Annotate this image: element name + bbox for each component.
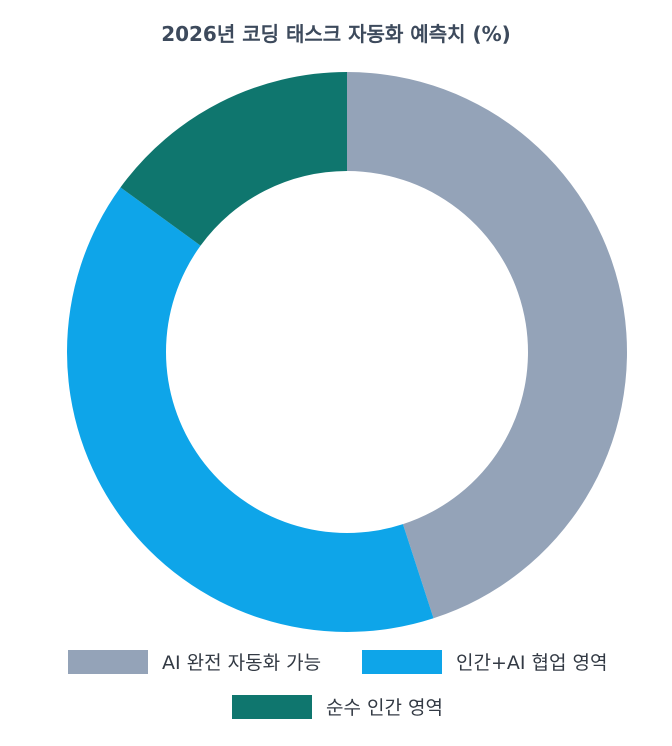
donut-slice-pure-human [120, 72, 347, 246]
donut-slice-ai-automation [347, 72, 627, 619]
legend-item-pure-human: 순수 인간 영역 [232, 693, 443, 720]
legend-label-ai-automation: AI 완전 자동화 가능 [162, 652, 322, 674]
legend-label-human-ai-collab: 인간+AI 협업 영역 [456, 652, 608, 674]
donut-slice-human-ai-collab [66, 187, 434, 633]
legend-swatch-ai-automation [68, 649, 148, 674]
legend-swatch-pure-human [232, 694, 312, 719]
legend-label-pure-human: 순수 인간 영역 [326, 697, 443, 719]
legend-item-ai-automation: AI 완전 자동화 가능 [68, 648, 321, 675]
legend-swatch-human-ai-collab [362, 649, 442, 674]
chart-title: 2026년 코딩 태스크 자동화 예측치 (%) [161, 22, 511, 46]
legend-item-human-ai-collab: 인간+AI 협업 영역 [362, 648, 607, 675]
donut-chart [66, 72, 627, 633]
